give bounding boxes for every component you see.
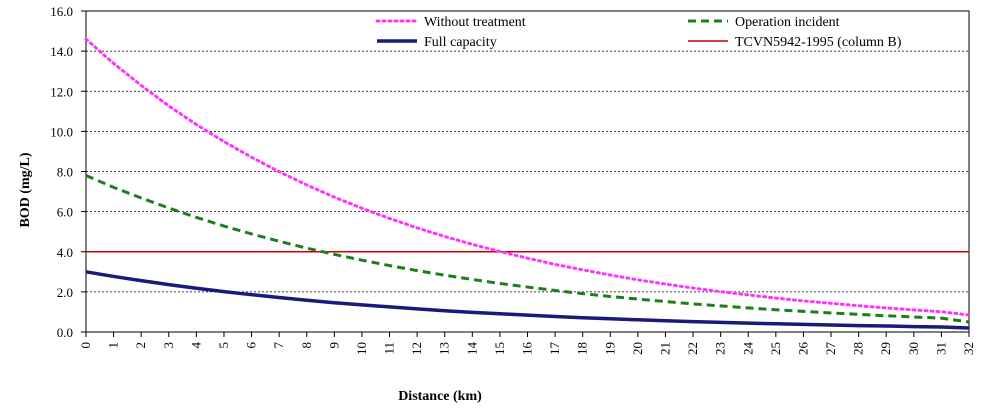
legend-label: TCVN5942-1995 (column B) (735, 35, 902, 50)
x-tick-label: 14 (464, 342, 479, 356)
x-tick-label: 10 (354, 342, 369, 355)
legend-label: Without treatment (424, 15, 526, 30)
x-tick-label: 22 (685, 342, 700, 355)
x-tick-label: 13 (437, 342, 452, 355)
x-tick-label: 3 (161, 342, 176, 349)
y-tick-label: 8.0 (57, 165, 73, 180)
x-tick-label: 9 (326, 342, 341, 349)
x-tick-label: 19 (602, 342, 617, 355)
y-tick-label: 14.0 (50, 44, 73, 59)
x-tick-label: 25 (768, 342, 783, 355)
x-tick-label: 18 (575, 342, 590, 355)
x-tick-label: 4 (188, 342, 203, 349)
x-tick-label: 23 (713, 342, 728, 355)
series-line-2 (85, 270, 970, 330)
y-tick-label: 6.0 (57, 205, 73, 220)
x-tick-label: 32 (961, 342, 976, 355)
x-tick-label: 1 (106, 342, 121, 349)
x-tick-label: 15 (492, 342, 507, 355)
series-layer (84, 37, 971, 330)
y-axis: 0.0 2.0 4.0 6.0 8.0 10.0 12.0 14.0 16.0 (50, 4, 86, 340)
legend-label: Operation incident (735, 15, 840, 30)
x-tick-label: 16 (520, 342, 535, 356)
x-tick-label: 6 (244, 342, 259, 349)
x-axis-title: Distance (km) (398, 389, 482, 404)
x-axis: 0 1 2 3 4 5 6 7 8 9 10 11 12 13 14 15 16 17 18 19 20 21 22 23 24… (78, 332, 976, 355)
x-tick-label: 7 (271, 342, 286, 349)
y-tick-label: 10.0 (50, 124, 73, 139)
x-tick-label: 11 (382, 342, 397, 355)
x-tick-label: 29 (878, 342, 893, 355)
series-line-0 (84, 37, 971, 317)
x-tick-label: 24 (740, 342, 755, 356)
x-tick-label: 27 (823, 342, 838, 356)
x-tick-label: 26 (795, 342, 810, 356)
y-tick-label: 16.0 (50, 4, 73, 19)
x-tick-label: 12 (409, 342, 424, 355)
x-tick-label: 2 (133, 342, 148, 349)
x-tick-label: 20 (630, 342, 645, 355)
y-axis-title: BOD (mg/L) (18, 152, 33, 227)
x-tick-label: 30 (906, 342, 921, 355)
x-tick-label: 31 (933, 342, 948, 355)
series-line-1 (85, 174, 970, 324)
x-tick-label: 21 (657, 342, 672, 355)
x-tick-label: 17 (547, 342, 562, 356)
x-tick-label: 5 (216, 342, 231, 349)
legend-label: Full capacity (424, 35, 497, 50)
x-tick-label: 8 (299, 342, 314, 349)
y-tick-label: 0.0 (57, 325, 73, 340)
y-tick-label: 12.0 (50, 84, 73, 99)
y-tick-label: 4.0 (57, 245, 73, 260)
x-tick-label: 0 (78, 342, 93, 349)
x-tick-label: 28 (851, 342, 866, 355)
legend: Without treatment Operation incident Full … (375, 15, 902, 50)
y-tick-label: 2.0 (57, 285, 73, 300)
